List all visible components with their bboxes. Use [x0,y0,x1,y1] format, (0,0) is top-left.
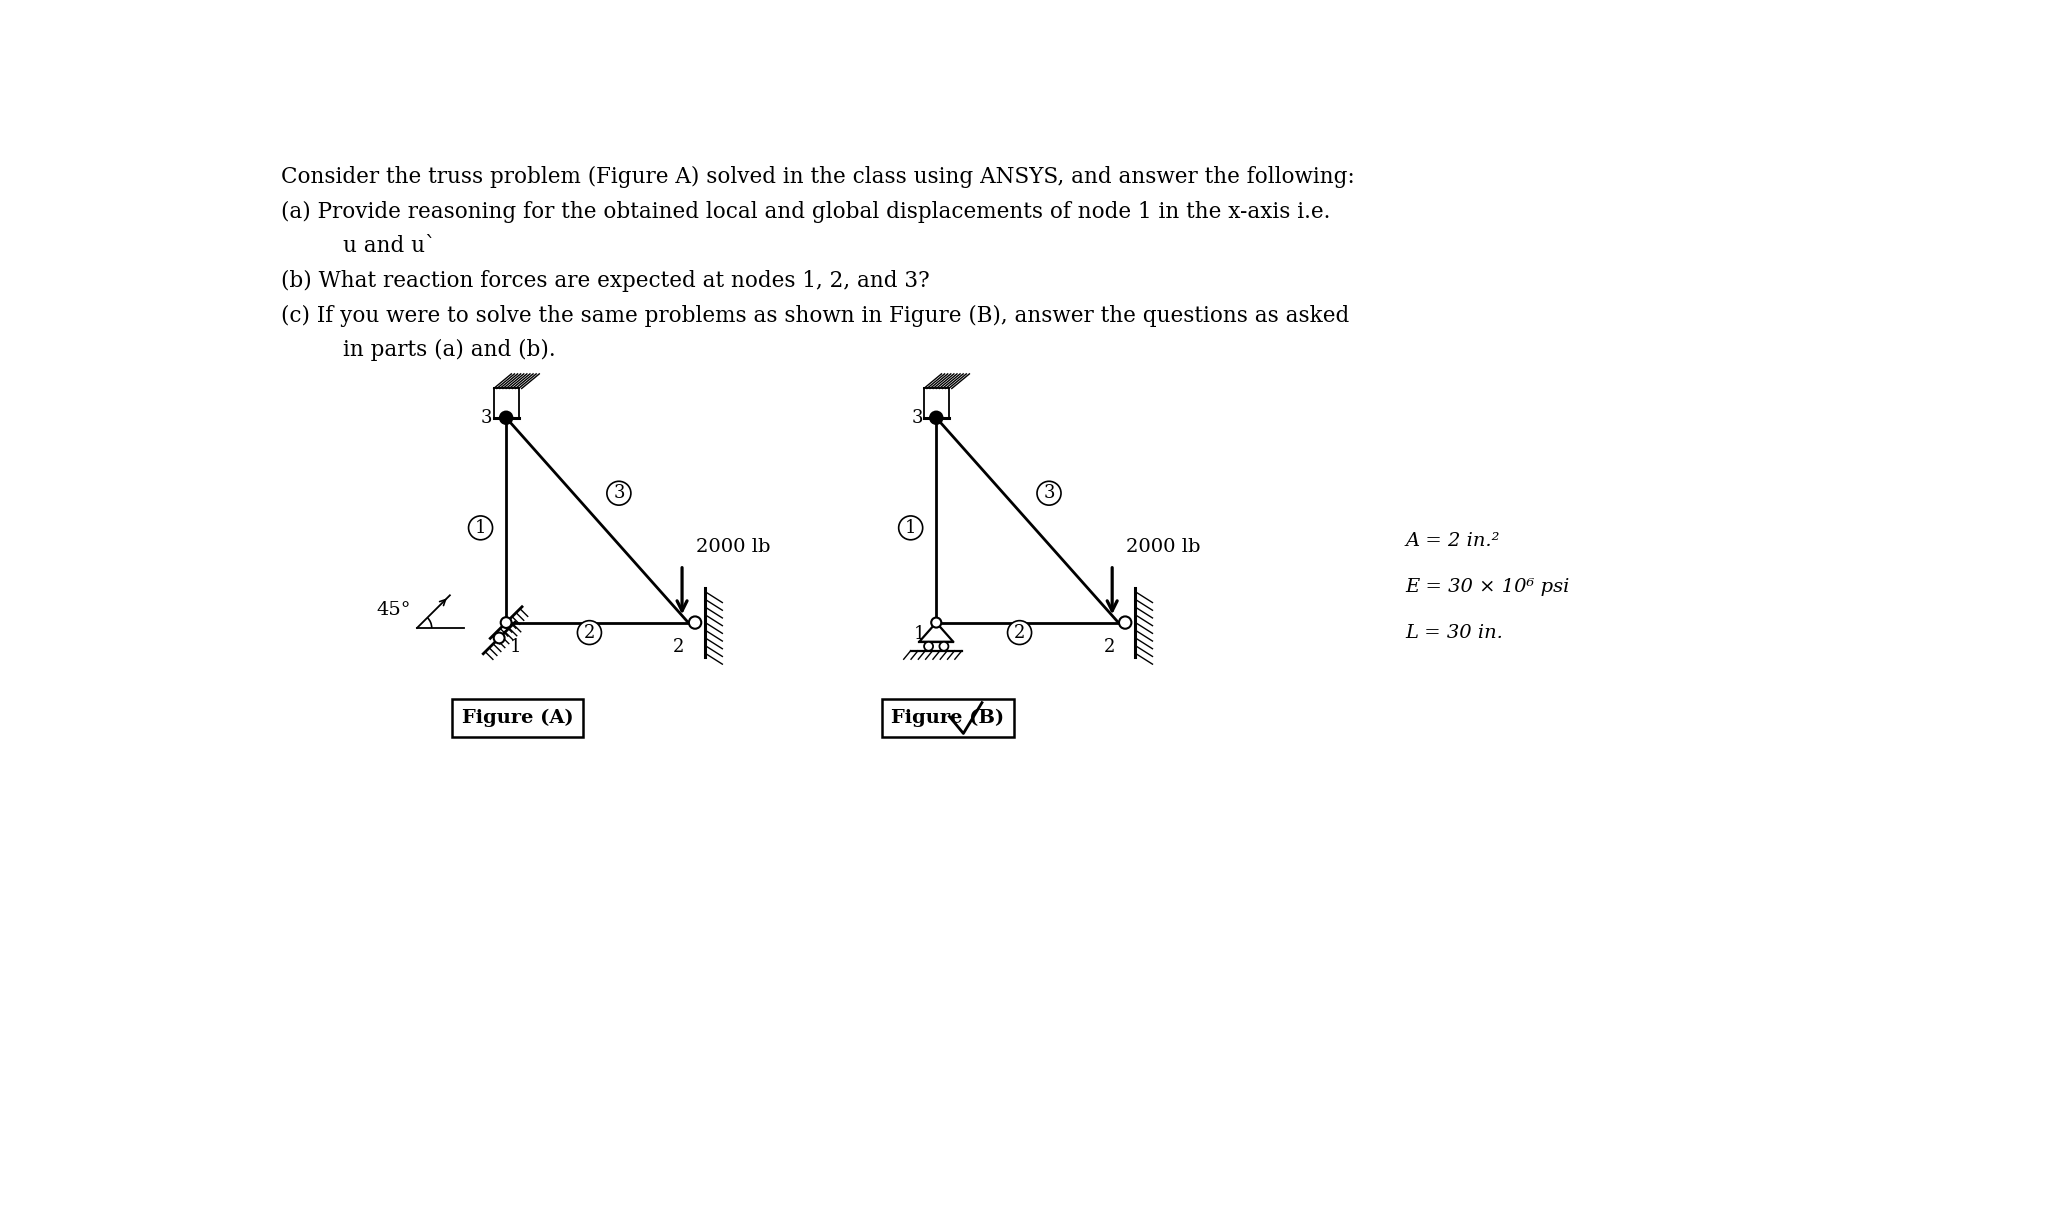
Text: 1: 1 [913,626,925,643]
Text: 2: 2 [673,638,686,656]
Text: 3: 3 [1043,484,1055,503]
Circle shape [929,412,942,424]
Text: A = 2 in.²: A = 2 in.² [1404,532,1499,549]
Text: Consider the truss problem (Figure A) solved in the class using ANSYS, and answe: Consider the truss problem (Figure A) so… [281,166,1355,188]
Text: in parts (a) and (b).: in parts (a) and (b). [343,339,555,361]
Text: Figure (A): Figure (A) [463,709,574,728]
Text: (c) If you were to solve the same problems as shown in Figure (B), answer the qu: (c) If you were to solve the same proble… [281,305,1351,327]
Circle shape [500,617,512,628]
Circle shape [1037,482,1061,505]
Text: Figure (B): Figure (B) [892,709,1004,728]
Text: (a) Provide reasoning for the obtained local and global displacements of node 1 : (a) Provide reasoning for the obtained l… [281,200,1330,222]
Circle shape [607,482,632,505]
Text: 2000 lb: 2000 lb [696,537,770,556]
Circle shape [931,617,942,628]
Text: 1: 1 [904,519,917,537]
Text: 1: 1 [510,638,520,656]
Circle shape [1008,621,1032,644]
Text: u and u`: u and u` [343,235,436,257]
Text: (b) What reaction forces are expected at nodes 1, 2, and 3?: (b) What reaction forces are expected at… [281,270,929,293]
Text: L = 30 in.: L = 30 in. [1404,624,1503,642]
Circle shape [923,642,933,650]
Circle shape [690,617,702,629]
Circle shape [578,621,601,644]
Circle shape [469,516,494,540]
Text: 3: 3 [911,409,923,426]
Text: 3: 3 [481,409,491,426]
Circle shape [898,516,923,540]
Text: 2: 2 [1014,623,1024,642]
Circle shape [500,412,512,424]
Circle shape [494,633,504,643]
Text: 1: 1 [475,519,485,537]
Circle shape [1119,617,1132,629]
Text: 2: 2 [584,623,595,642]
Text: 2000 lb: 2000 lb [1125,537,1200,556]
Text: 45°: 45° [376,601,411,618]
Text: 2: 2 [1103,638,1115,656]
Text: 3: 3 [613,484,624,503]
Text: E = 30 × 10⁶ psi: E = 30 × 10⁶ psi [1404,578,1569,596]
Circle shape [940,642,948,650]
